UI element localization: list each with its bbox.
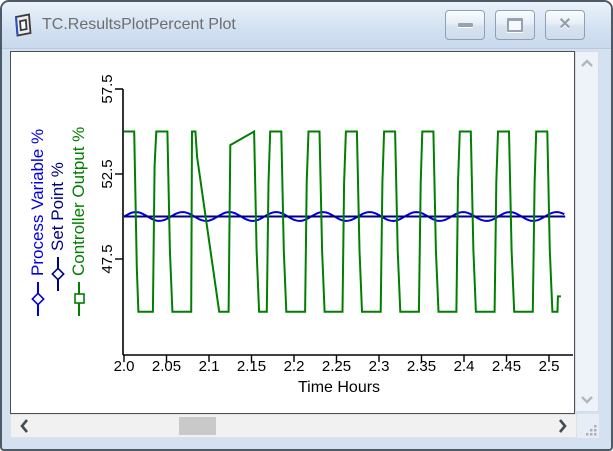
x-tick-label: 2.1 (198, 358, 220, 375)
x-tick-label: 2.45 (491, 358, 522, 375)
x-tick-label: 2.35 (406, 358, 437, 375)
diamond-marker-icon (51, 257, 65, 291)
horizontal-scrollbar[interactable] (10, 414, 577, 438)
scroll-right-button[interactable] (552, 415, 574, 437)
chevron-right-icon (559, 419, 567, 433)
scroll-up-button[interactable] (578, 56, 596, 70)
chevron-left-icon (20, 419, 28, 433)
x-tick-label: 2.4 (453, 358, 475, 375)
close-icon: ✕ (558, 16, 572, 33)
maximize-button[interactable] (495, 10, 535, 40)
scroll-left-button[interactable] (13, 415, 35, 437)
plot-area: Process Variable % Set Point % Controlle… (10, 51, 576, 414)
plot-window-icon[interactable] (12, 13, 34, 37)
horizontal-scrollbar-thumb[interactable] (179, 417, 216, 435)
maximize-icon (507, 18, 523, 32)
minimize-icon (457, 23, 473, 27)
legend-process-variable: Process Variable % (28, 129, 48, 317)
chevron-down-icon (581, 396, 593, 404)
x-tick-label: 2.0 (113, 358, 135, 375)
diamond-marker-icon (31, 282, 45, 316)
x-tick-label: 2.15 (236, 358, 267, 375)
close-button[interactable]: ✕ (545, 10, 585, 40)
chart-canvas (115, 88, 573, 362)
legend-label-process-variable: Process Variable % (28, 128, 47, 276)
resize-grip-icon (586, 425, 597, 436)
x-tick-label: 2.3 (368, 358, 390, 375)
square-marker-icon (74, 282, 85, 316)
y-tick-label: 57.5 (99, 74, 116, 104)
x-tick-label: 2.2 (283, 358, 305, 375)
minimize-button[interactable] (445, 10, 485, 40)
x-axis-title: Time Hours (297, 379, 381, 396)
chevron-up-icon (581, 59, 593, 67)
x-tick-label: 2.25 (321, 358, 352, 375)
legend-label-set-point: Set Point % (48, 162, 67, 251)
legend-controller-output: Controller Output % (69, 127, 89, 317)
legend-set-point: Set Point % (48, 162, 68, 292)
title-bar[interactable]: TC.ResultsPlotPercent Plot ✕ (2, 2, 611, 49)
controller-output-line (124, 129, 561, 313)
y-tick-label: 52.5 (99, 159, 116, 189)
x-tick-label: 2.5 (538, 358, 560, 375)
legend-label-controller-output: Controller Output % (69, 126, 88, 276)
y-tick-label: 47.5 (99, 244, 116, 274)
vertical-scrollbar[interactable] (575, 51, 599, 412)
resize-grip[interactable] (577, 414, 599, 438)
scroll-down-button[interactable] (578, 393, 596, 407)
x-tick-label: 2.05 (151, 358, 182, 375)
window-title: TC.ResultsPlotPercent Plot (42, 16, 236, 33)
